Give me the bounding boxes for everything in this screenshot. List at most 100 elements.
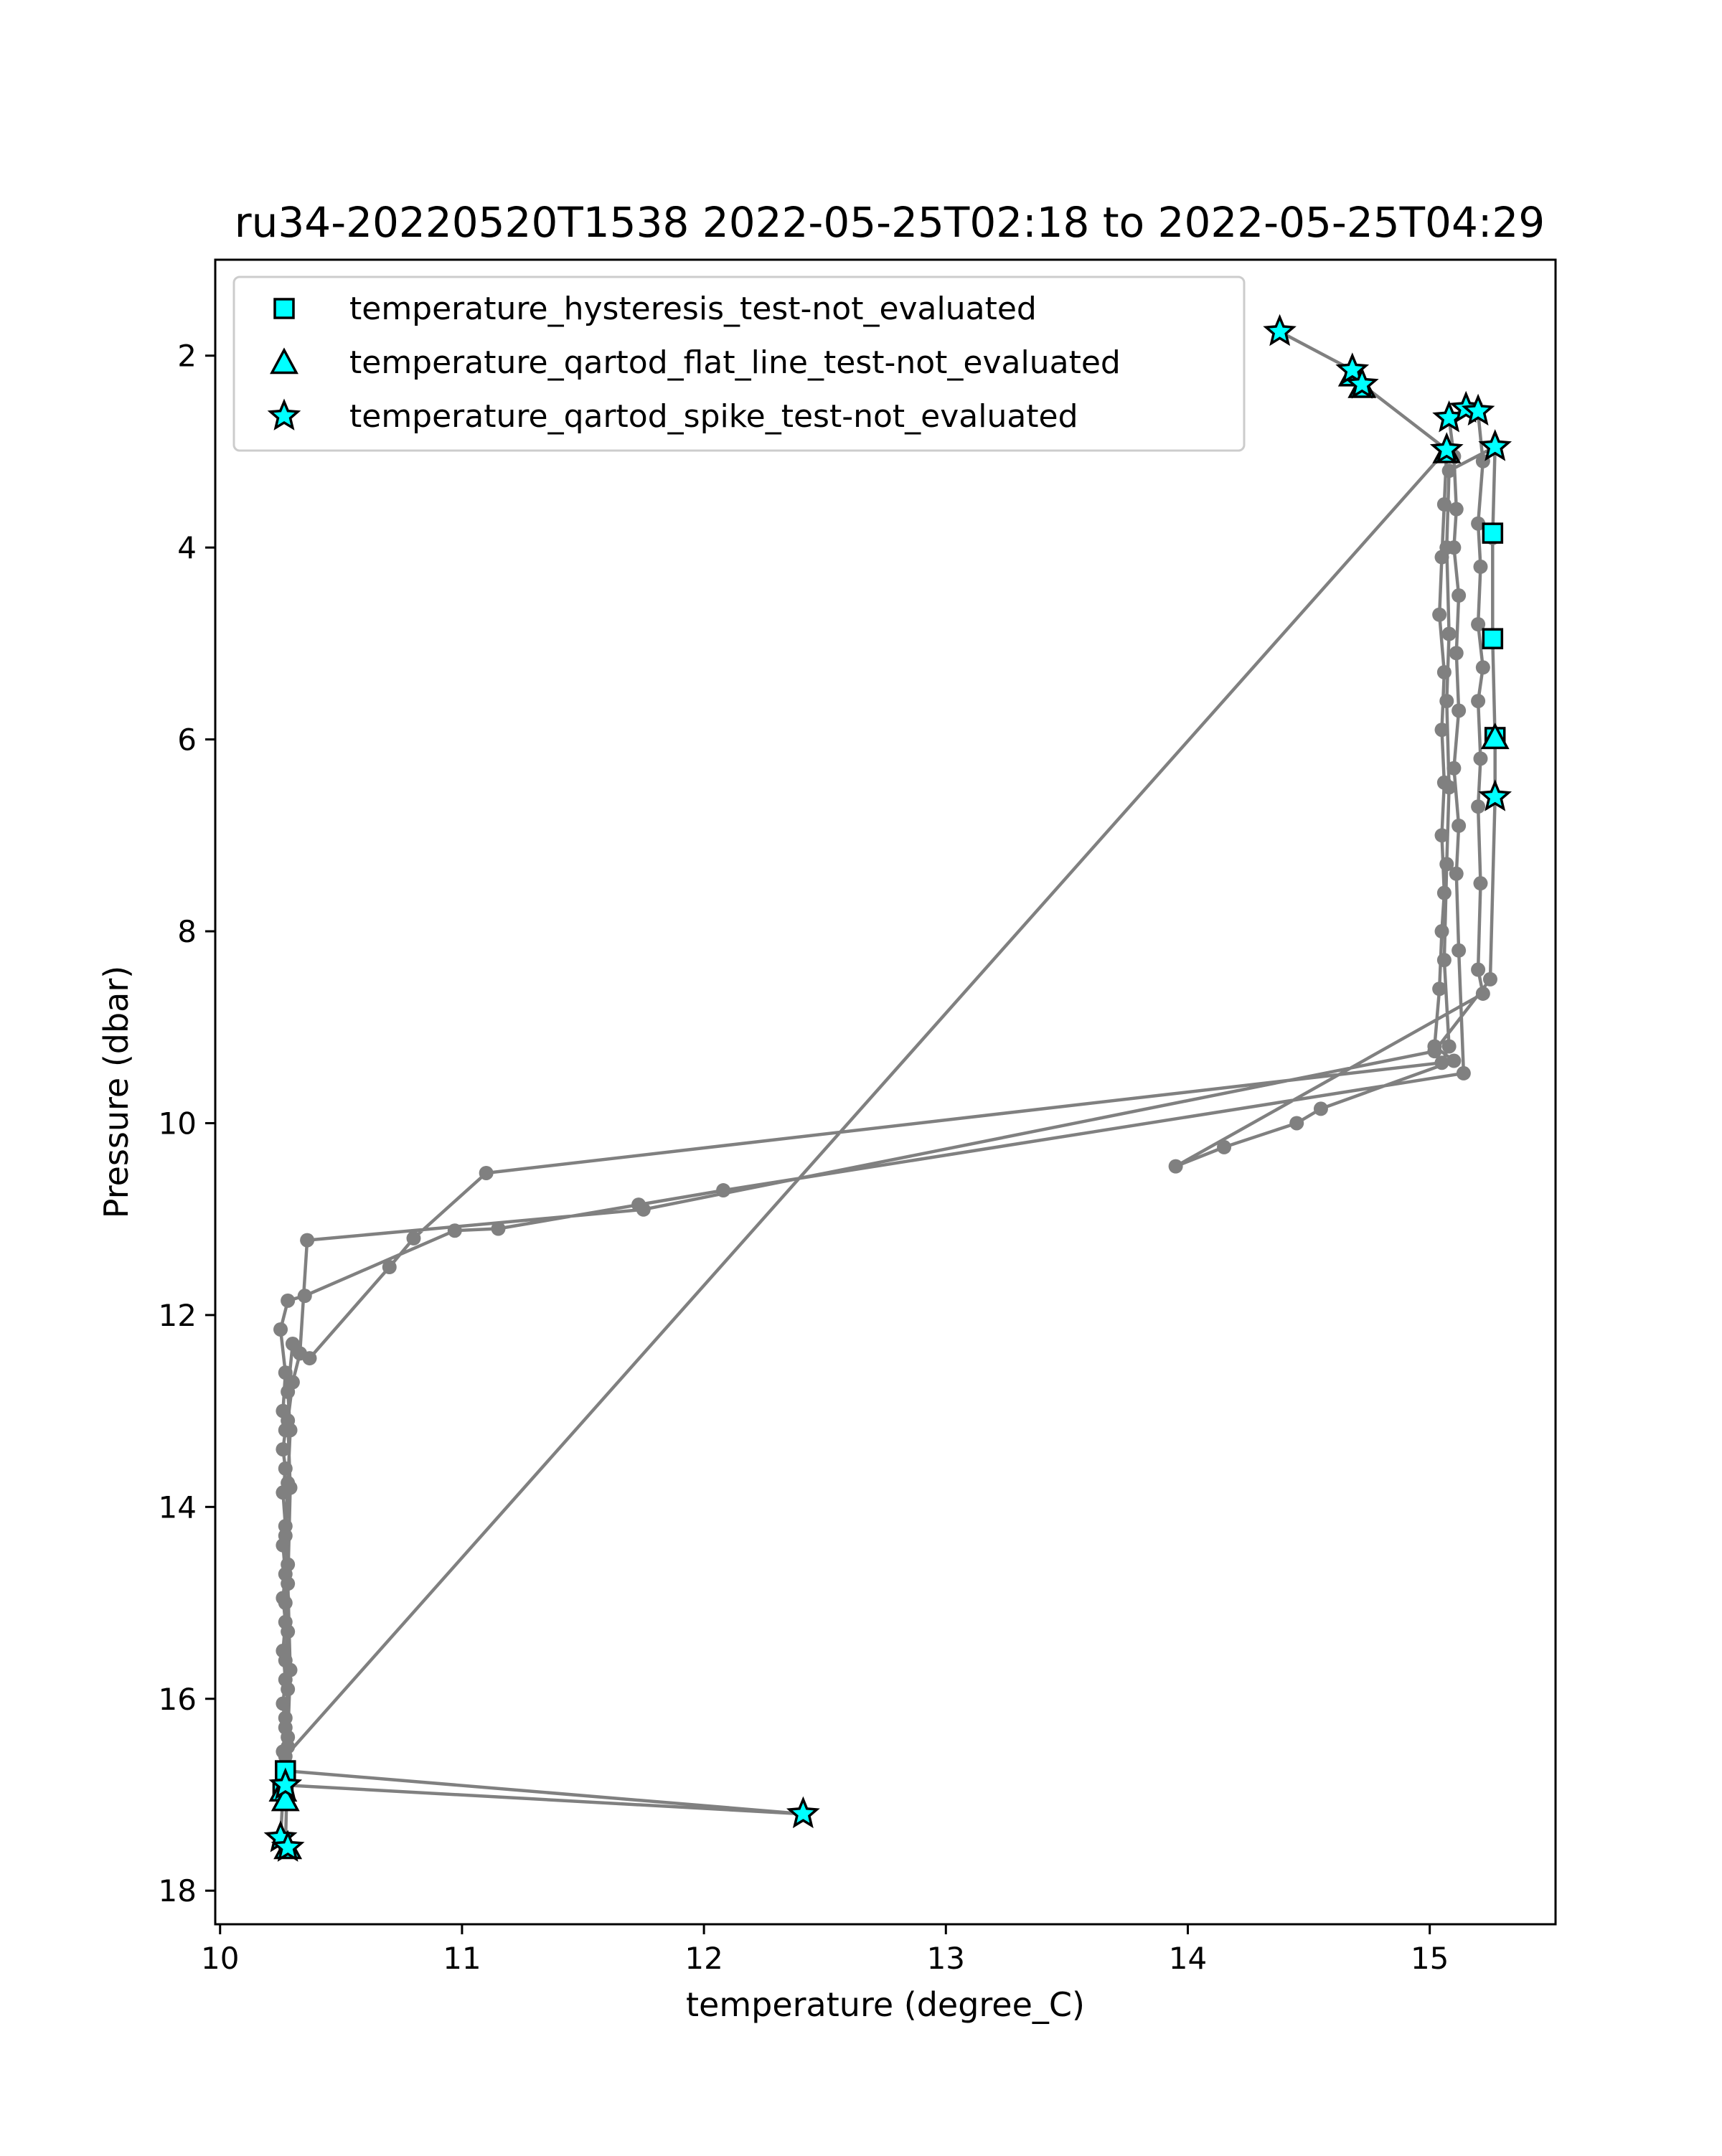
profile-point [1471, 962, 1486, 977]
legend-square-marker [273, 298, 295, 319]
profile-point [281, 1624, 296, 1639]
legend-label: temperature_qartod_spike_test-not_evalua… [349, 398, 1078, 435]
legend-star-marker [267, 398, 301, 430]
profile-point [1452, 943, 1467, 958]
profile-point [716, 1183, 731, 1198]
y-tick-label: 14 [159, 1489, 197, 1525]
profile-point [1434, 1055, 1449, 1070]
profile-point [636, 1202, 651, 1217]
profile-point [1439, 540, 1454, 555]
star-marker [1461, 393, 1495, 426]
profile-point [278, 1748, 293, 1764]
plot-frame [214, 258, 1557, 1926]
profile-point [1441, 780, 1457, 795]
legend-triangle-marker [270, 347, 298, 375]
profile-point [276, 1696, 291, 1711]
profile-point [1473, 876, 1488, 891]
profile-point [1452, 588, 1467, 603]
profile-point [1452, 703, 1467, 718]
profile-point [1217, 1139, 1232, 1154]
profile-point [281, 1576, 296, 1591]
profile-point [1449, 502, 1464, 517]
profile-point [297, 1289, 312, 1304]
profile-point [300, 1233, 315, 1248]
profile-point [1427, 1044, 1442, 1059]
y-tick-label: 10 [159, 1106, 197, 1141]
profile-point [1441, 1039, 1457, 1054]
x-tick-label: 13 [927, 1941, 965, 1976]
profile-point [281, 1682, 296, 1697]
profile-point [278, 1528, 293, 1543]
star-marker [1345, 367, 1379, 399]
profile-point [1439, 857, 1454, 872]
triangle-marker [1480, 722, 1510, 750]
legend-items: temperature_hysteresis_test-not_evaluate… [267, 291, 1121, 435]
profile-point [406, 1230, 421, 1246]
star-marker [268, 1767, 303, 1800]
profile-point [1471, 799, 1486, 814]
y-tick-label: 16 [159, 1682, 197, 1717]
profile-point [1313, 1101, 1328, 1116]
y-tick-label: 6 [177, 722, 197, 758]
profile-point [278, 1710, 293, 1726]
x-tick-label: 11 [443, 1941, 481, 1976]
profile-point [278, 1461, 293, 1476]
star-marker [786, 1796, 820, 1829]
profile-point [1446, 1053, 1462, 1068]
profile-point [273, 1322, 288, 1337]
star-marker [1478, 779, 1512, 811]
x-tick-label: 12 [684, 1941, 723, 1976]
profile-point [285, 1375, 300, 1390]
triangle-marker [270, 1784, 300, 1812]
profile-point [276, 1442, 291, 1457]
legend: temperature_hysteresis_test-not_evaluate… [232, 276, 1246, 452]
profile-point [1482, 971, 1497, 987]
profile-point [1475, 660, 1490, 675]
profile-point [1449, 646, 1464, 661]
profile-point [1436, 664, 1452, 679]
profile-point [1432, 607, 1447, 622]
star-marker [1263, 314, 1297, 347]
legend-box [232, 276, 1246, 452]
profile-point [1441, 626, 1457, 641]
series-star [263, 314, 1512, 1862]
y-tick-label: 4 [177, 530, 197, 565]
profile-point [281, 1557, 296, 1572]
profile-point [1473, 559, 1488, 574]
profile-point [278, 1596, 293, 1611]
y-axis-label: Pressure (dbar) [97, 966, 136, 1218]
chart-title: ru34-20220520T1538 2022-05-25T02:18 to 2… [235, 198, 1545, 247]
profile-point [1471, 516, 1486, 531]
profile-point [491, 1221, 506, 1236]
profile-point [1436, 953, 1452, 968]
legend-label: temperature_qartod_flat_line_test-not_ev… [349, 344, 1121, 381]
profile-point [1446, 761, 1462, 776]
profile-point [1473, 751, 1488, 766]
profile-point [281, 1730, 296, 1745]
profile-point [1436, 496, 1452, 512]
x-axis-label: temperature (degree_C) [686, 1985, 1085, 2024]
x-axis: 10 11 12 13 14 15 [201, 1924, 1449, 1976]
profile-point [1434, 924, 1449, 939]
profile-point [1471, 694, 1486, 709]
data-layer [263, 314, 1512, 1862]
x-tick-label: 10 [201, 1941, 239, 1976]
profile-point [281, 1413, 296, 1428]
profile-point [1289, 1116, 1304, 1131]
star-marker [1478, 429, 1512, 461]
profile-point [1434, 722, 1449, 738]
square-marker [1482, 628, 1504, 649]
profile-point [283, 1480, 298, 1495]
profile-point [293, 1346, 308, 1361]
y-tick-label: 2 [177, 339, 197, 374]
profile-point [479, 1165, 494, 1180]
profile-point [283, 1662, 298, 1677]
profile-point [281, 1293, 296, 1308]
profile-point [382, 1260, 397, 1275]
x-tick-label: 15 [1411, 1941, 1449, 1976]
profile-point [1471, 617, 1486, 632]
square-marker [1482, 522, 1504, 544]
x-tick-label: 14 [1169, 1941, 1207, 1976]
